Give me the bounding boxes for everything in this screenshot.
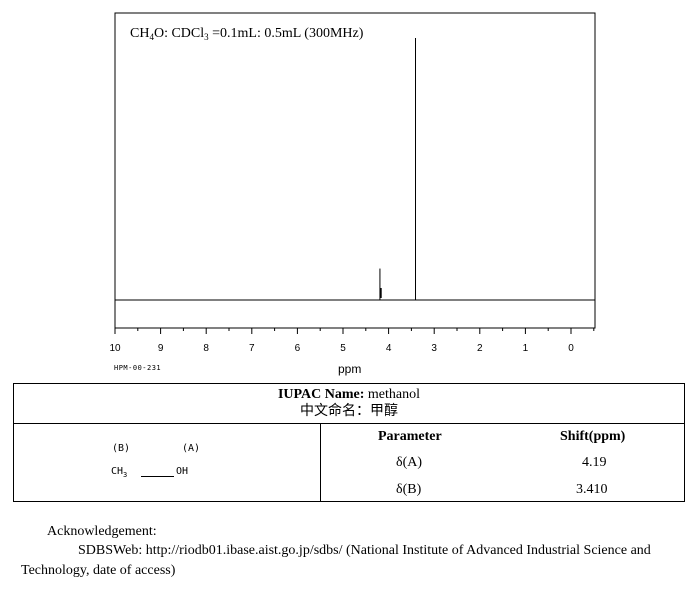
title-rest: =0.1mL: 0.5mL (300MHz) <box>209 26 364 41</box>
info-table: IUPAC Name: methanol 中文命名：甲醇 (B) (A) CH3… <box>13 383 685 502</box>
x-tick-label-10: 10 <box>109 343 121 354</box>
chinese-name-value: 甲醇 <box>370 404 398 419</box>
param-row-1: δ(A) <box>396 455 423 470</box>
plot-frame <box>114 12 596 329</box>
name-row: IUPAC Name: methanol 中文命名：甲醇 <box>14 384 684 424</box>
acknowledgement-line-2: Technology, date of access) <box>21 563 176 578</box>
x-tick-label-1: 1 <box>523 343 529 354</box>
shift-row-1: 4.19 <box>582 455 607 470</box>
param-header: Parameter <box>378 429 442 444</box>
iupac-label: IUPAC Name: <box>277 387 365 402</box>
iupac-line: IUPAC Name: methanol <box>14 386 684 403</box>
structure-bond <box>141 476 174 477</box>
x-tick-label-5: 5 <box>340 343 346 354</box>
structure-group-a: OH <box>176 466 189 477</box>
spectrum-layer: 10 9 8 7 6 5 4 3 2 1 0 <box>109 38 595 354</box>
x-tick-label-7: 7 <box>249 343 255 354</box>
x-tick-label-8: 8 <box>203 343 209 354</box>
nmr-spectrum-chart: CH4O: CDCl3 =0.1mL: 0.5mL (300MHz) 10 9 8 7… <box>109 12 596 354</box>
param-row-2: δ(B) <box>396 482 422 497</box>
x-tick-label-3: 3 <box>431 343 437 354</box>
x-tick-label-4: 4 <box>386 343 392 354</box>
x-tick-label-0: 0 <box>568 343 574 354</box>
x-tick-label-9: 9 <box>158 343 164 354</box>
title-o: O: CDCl <box>154 26 204 41</box>
structure-group-b: CH3 <box>111 466 128 479</box>
structure-label-b: (B) <box>112 443 131 454</box>
shift-header: Shift(ppm) <box>560 429 626 444</box>
parameter-table: Parameter Shift(ppm) δ(A) 4.19 δ(B) 3.41… <box>320 424 684 501</box>
chinese-name-label: 中文命名： <box>300 404 370 419</box>
shift-row-2: 3.410 <box>576 482 608 497</box>
x-tick-label-6: 6 <box>295 343 301 354</box>
spectrum-code: HPM-00-231 <box>114 364 162 372</box>
title-ch: CH <box>130 26 149 41</box>
structure-cell: (B) (A) CH3 OH <box>14 424 321 501</box>
iupac-value: methanol <box>367 387 421 402</box>
acknowledgement-heading: Acknowledgement: <box>47 524 157 539</box>
acknowledgement-line-1: SDBSWeb: http://riodb01.ibase.aist.go.jp… <box>78 543 651 558</box>
title-sub-3: 3 <box>204 32 209 42</box>
x-tick-label-2: 2 <box>477 343 483 354</box>
x-axis-label: ppm <box>338 362 362 376</box>
chart-title: CH4O: CDCl3 =0.1mL: 0.5mL (300MHz) <box>130 26 364 42</box>
structure-label-a: (A) <box>182 443 201 454</box>
title-sub-4: 4 <box>149 32 154 42</box>
chinese-name-line: 中文命名：甲醇 <box>14 403 684 420</box>
